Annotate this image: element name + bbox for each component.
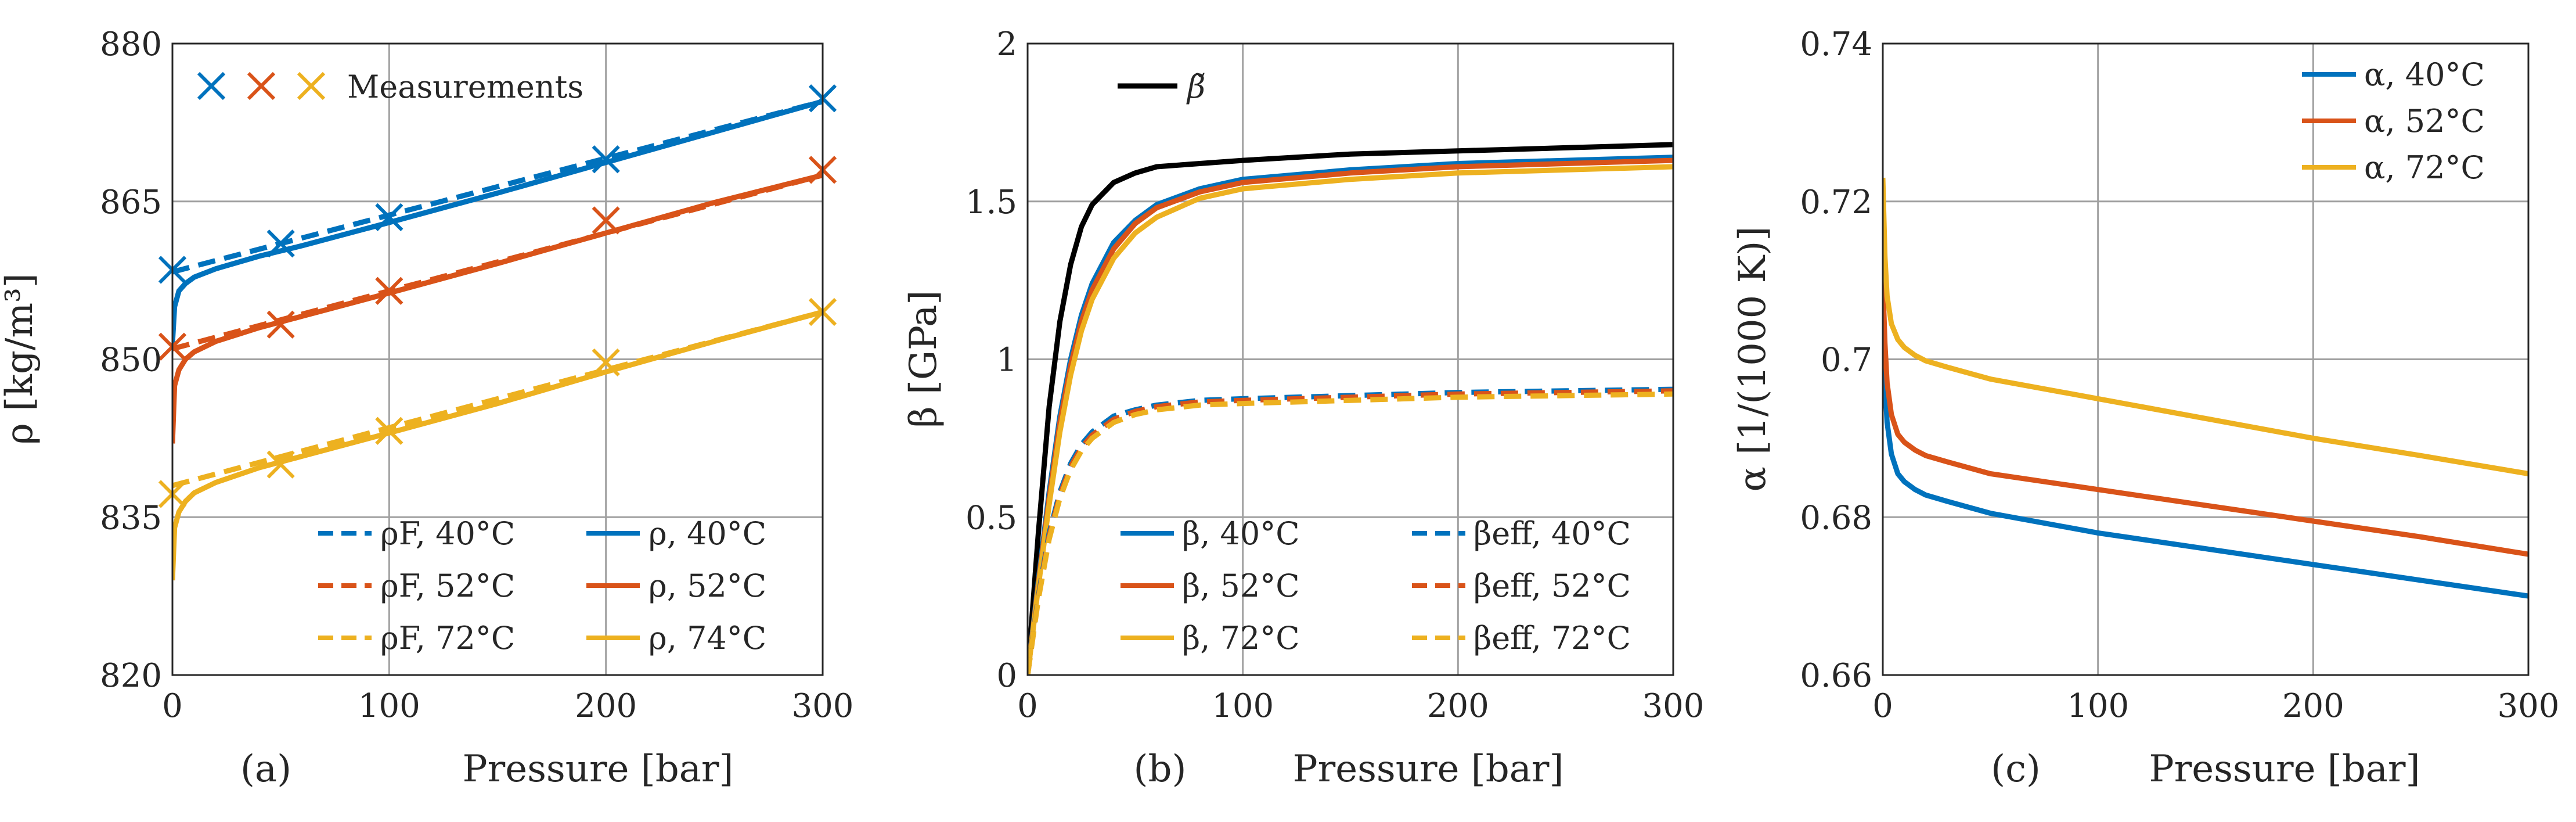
- panel-c-legend: α, 40°C α, 52°C α, 72°C: [2302, 56, 2485, 186]
- panel-a-measurements-72-c-marker: [375, 417, 403, 445]
- panel-b-legend-beta-40: β, 40°C: [1182, 515, 1300, 552]
- panel-a-legend-rhoF-52: ρF, 52°C: [380, 568, 515, 604]
- panel-a-legend-bottom: ρF, 40°C ρ, 40°C ρF, 52°C ρ, 52°C ρF, 72…: [318, 515, 766, 656]
- panel-a-xtick-label: 100: [358, 687, 420, 725]
- panel-a-ytick-label: 835: [100, 499, 162, 537]
- panel-c-72-c-line: [1883, 177, 2528, 476]
- panel-b-ylabel: β [GPa]: [902, 290, 945, 428]
- panel-a-legend-rhoF-40: ρF, 40°C: [380, 515, 515, 552]
- panel-a-ytick-label: 820: [100, 657, 162, 695]
- panel-b-legend-betaeff-72: βeff, 72°C: [1473, 620, 1631, 656]
- panel-c-ytick-label: 0.66: [1800, 657, 1872, 695]
- panel-c-frame: [1882, 42, 2530, 676]
- panel-a-ytick-label: 850: [100, 342, 162, 379]
- panel-a-measurements-40-c-marker: [375, 203, 403, 232]
- panel-b-xlabel: Pressure [bar]: [1293, 748, 1564, 791]
- panel-a-measurements-40-c-marker: [592, 145, 620, 174]
- panel-a-series: [172, 99, 823, 581]
- panel-b-y-ticks: 0 0.5 1 1.5 2: [965, 26, 1017, 695]
- panel-c-52-c-line: [1883, 280, 2528, 557]
- panel-c-x-ticks: 0 100 200 300: [1872, 687, 2559, 725]
- panel-b-ytick-label: 0.5: [965, 499, 1017, 537]
- panel-c-ytick-label: 0.68: [1800, 499, 1872, 537]
- panel-a-xtick-label: 300: [792, 687, 854, 725]
- panel-c-label: (c): [1991, 748, 2041, 791]
- panel-b: 0 0.5 1 1.5 2 0 100 200 300 β [GPa] Pressure [b…: [902, 26, 1704, 791]
- panel-a-legend-marker-yellow: [297, 71, 326, 100]
- panel-a-measurements-52-c-marker: [375, 277, 403, 305]
- panel-c-y-ticks: 0.66 0.68 0.7 0.72 0.74: [1800, 26, 1872, 695]
- panel-c-legend-alpha-72: α, 72°C: [2364, 149, 2485, 186]
- panel-a-legend-rhoF-72: ρF, 72°C: [380, 620, 515, 656]
- panel-c-ylabel: α [1/(1000 K)]: [1731, 227, 1774, 492]
- panel-c-legend-alpha-52: α, 52°C: [2364, 103, 2485, 139]
- panel-c-xtick-label: 300: [2498, 687, 2560, 725]
- panel-a-74-c-line: [172, 309, 823, 581]
- panel-a-legend-top: Measurements: [197, 69, 583, 105]
- panel-a-legend-rho-40: ρ, 40°C: [648, 515, 766, 552]
- panel-a-xtick-label: 200: [575, 687, 637, 725]
- panel-b-legend-top: β̃: [1118, 69, 1205, 105]
- panel-a-xtick-label: 0: [162, 687, 183, 725]
- panel-a-ytick-label: 880: [100, 26, 162, 63]
- panel-a: 820 835 850 865 880 0 100 200 300 ρ [kg/m³] Pre…: [0, 26, 853, 791]
- panel-b-frame: [1026, 42, 1674, 676]
- panel-a-52-c-line: [172, 173, 823, 444]
- panel-c-xtick-label: 200: [2282, 687, 2344, 725]
- panel-b-legend-bottom: β, 40°C βeff, 40°C β, 52°C βeff, 52°C β,…: [1121, 515, 1631, 656]
- panel-a-f-72-c-line: [172, 309, 823, 489]
- panel-c-ytick-label: 0.74: [1800, 26, 1872, 63]
- panel-a-40-c-line: [172, 99, 823, 344]
- panel-b-label: (b): [1134, 748, 1187, 791]
- panel-a-measurements-52-c-marker: [592, 206, 620, 235]
- panel-b-series: [1028, 142, 1673, 675]
- panel-a-label: (a): [240, 748, 291, 791]
- panel-a-legend-rho-74: ρ, 74°C: [648, 620, 766, 656]
- panel-b-x-ticks: 0 100 200 300: [1017, 687, 1704, 725]
- panel-b-legend-betaeff-52: βeff, 52°C: [1473, 568, 1631, 604]
- panel-b-legend-betaeff-40: βeff, 40°C: [1473, 515, 1631, 552]
- panel-c-xtick-label: 0: [1872, 687, 1893, 725]
- panel-c-40-c-line: [1883, 320, 2528, 599]
- panel-b-ytick-label: 1: [996, 342, 1017, 379]
- panel-a-legend-markers: [197, 71, 326, 100]
- panel-a-measurements-52-c-marker: [266, 310, 295, 339]
- panel-a-frame: [171, 42, 824, 676]
- panel-c: 0.66 0.68 0.7 0.72 0.74 0 100 200 300 α [1/(100…: [1731, 26, 2559, 791]
- panel-c-grid: [1883, 44, 2528, 675]
- panel-a-xlabel: Pressure [bar]: [463, 748, 734, 791]
- panel-a-legend-measurements: Measurements: [347, 69, 583, 105]
- panel-a-y-ticks: 820 835 850 865 880: [100, 26, 162, 695]
- panel-a-measurements-40-c-marker: [266, 229, 295, 258]
- panel-c-ytick-label: 0.7: [1821, 342, 1872, 379]
- panel-a-x-ticks: 0 100 200 300: [162, 687, 853, 725]
- panel-b-eff-72-c-line: [1028, 391, 1673, 675]
- panel-b-xtick-label: 100: [1212, 687, 1274, 725]
- panel-b--line: [1028, 142, 1673, 675]
- panel-b-legend-beta-52: β, 52°C: [1182, 568, 1300, 604]
- panel-a-legend-marker-red: [247, 71, 276, 100]
- panel-b-ytick-label: 2: [996, 26, 1017, 63]
- panel-a-legend-rho-52: ρ, 52°C: [648, 568, 766, 604]
- panel-c-series: [1883, 177, 2528, 599]
- panel-a-ytick-label: 865: [100, 184, 162, 221]
- panel-c-xtick-label: 100: [2067, 687, 2129, 725]
- panel-b-xtick-label: 0: [1017, 687, 1038, 725]
- panel-b-xtick-label: 300: [1642, 687, 1705, 725]
- panel-a-measurements-72-c-marker: [592, 348, 620, 377]
- panel-b-legend-beta-tilde: β̃: [1186, 69, 1205, 105]
- panel-a-ylabel: ρ [kg/m³]: [0, 273, 41, 445]
- panel-b-xtick-label: 200: [1427, 687, 1489, 725]
- panel-b-ytick-label: 0: [996, 657, 1017, 695]
- panel-b-72-c-line: [1028, 164, 1673, 675]
- panel-b-legend-beta-72: β, 72°C: [1182, 620, 1300, 656]
- panel-c-legend-alpha-40: α, 40°C: [2364, 56, 2485, 93]
- panel-c-xlabel: Pressure [bar]: [2149, 748, 2420, 791]
- panel-a-legend-marker-blue: [197, 71, 226, 100]
- panel-c-ytick-label: 0.72: [1800, 184, 1872, 221]
- panel-a-measurements-72-c-marker: [266, 450, 295, 479]
- panel-b-ytick-label: 1.5: [965, 184, 1017, 221]
